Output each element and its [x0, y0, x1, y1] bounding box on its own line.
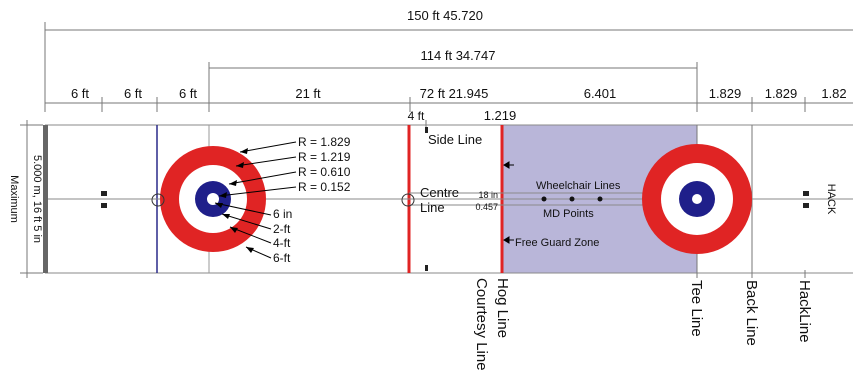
- radius-0610: R = 0.610: [298, 165, 351, 179]
- width-dimension: [20, 120, 43, 278]
- middle-length-label: 114 ft 34.747: [421, 48, 496, 63]
- four-ft-metric-label: 1.219: [484, 108, 517, 123]
- hack-left: [101, 191, 107, 208]
- md-points: [541, 196, 603, 202]
- sheet-end-wall: [43, 125, 48, 273]
- hack-label: HACK: [825, 184, 837, 215]
- centre-circle-middle: [401, 193, 415, 207]
- sheet-outline: [45, 124, 853, 274]
- segment-label-4: 21 ft: [295, 86, 321, 101]
- segment-label-8: 1.829: [765, 86, 798, 101]
- radius-1219: R = 1.219: [298, 150, 351, 164]
- centre-circle-left: [151, 193, 165, 207]
- ring-size-2ft: 2-ft: [273, 222, 291, 236]
- ring-size-6ft: 6-ft: [273, 251, 291, 265]
- four-ft-label: 4 ft: [408, 109, 425, 123]
- tee-line-label: Tee Line: [688, 280, 705, 337]
- segment-label-7: 1.829: [709, 86, 742, 101]
- total-length-label: 150 ft 45.720: [407, 8, 483, 23]
- side-line-label: Side Line: [428, 132, 482, 147]
- width-maximum-label: Maximum: [8, 175, 20, 223]
- house-left: [160, 146, 266, 252]
- radius-arrowheads: [215, 148, 254, 253]
- hog-line-arrows: [503, 161, 514, 244]
- segment-dimension-line: [45, 97, 853, 112]
- metric-0457-label: 0.457: [475, 202, 498, 212]
- centre-label: Centre: [420, 185, 459, 200]
- centre-line-label: Line: [420, 200, 445, 215]
- radius-0152: R = 0.152: [298, 180, 351, 194]
- segment-label-1: 6 ft: [71, 86, 89, 101]
- radius-1829: R = 1.829: [298, 135, 351, 149]
- hack-right: [803, 191, 809, 208]
- segment-label-9: 1.82: [821, 86, 846, 101]
- free-guard-zone-label: Free Guard Zone: [515, 237, 599, 249]
- ring-size-6in: 6 in: [273, 207, 292, 221]
- back-line-label: Back Line: [743, 280, 760, 346]
- wheelchair-lines-label: Wheelchair Lines: [536, 180, 621, 192]
- md-points-label: MD Points: [543, 208, 594, 220]
- segment-label-2: 6 ft: [124, 86, 142, 101]
- eighteen-in-label: 18 in: [478, 190, 498, 200]
- middle-length-dimension: [208, 62, 698, 112]
- width-label: 5.000 m, 16 ft 5 in: [31, 155, 43, 243]
- segment-label-6: 6.401: [584, 86, 617, 101]
- courtesy-line-ticks: [425, 127, 428, 271]
- hackline-label: HackLine: [796, 280, 813, 343]
- segment-label-3: 6 ft: [179, 86, 197, 101]
- courtesy-line-label: Courtesy Line: [473, 278, 490, 371]
- segment-label-5: 72 ft 21.945: [420, 86, 489, 101]
- house-right: [642, 144, 752, 254]
- ring-size-4ft: 4-ft: [273, 236, 291, 250]
- total-length-dimension: [44, 22, 853, 112]
- hog-line-label: Hog Line: [494, 278, 511, 338]
